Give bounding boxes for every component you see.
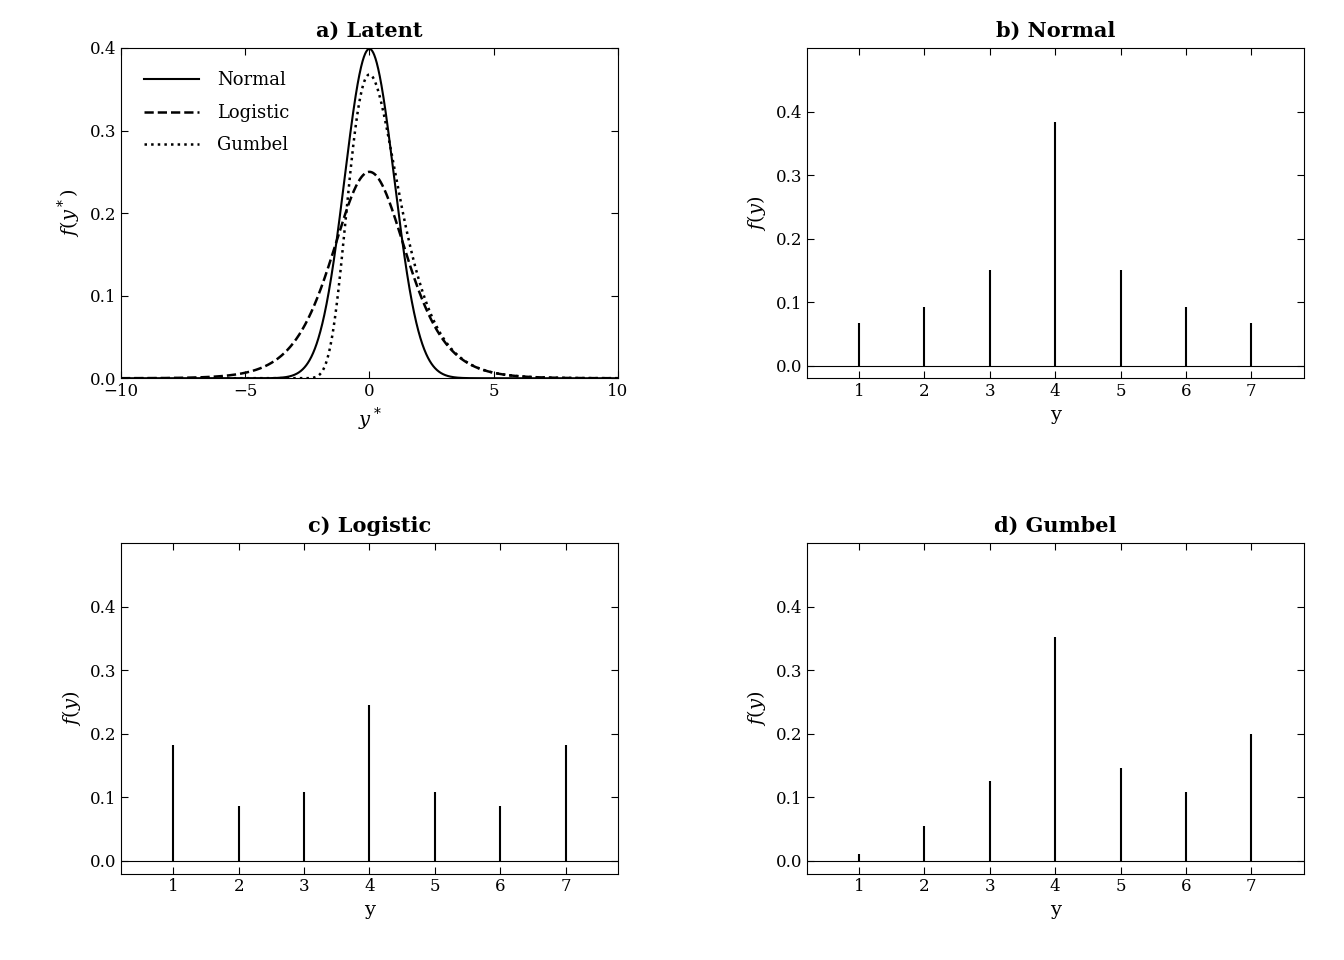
Gumbel: [113, 372, 129, 384]
Title: d) Gumbel: d) Gumbel: [995, 516, 1117, 537]
Y-axis label: $f(y^*)$: $f(y^*)$: [55, 189, 82, 237]
Logistic: [504, 370, 520, 381]
Line: Normal: Normal: [121, 49, 618, 378]
X-axis label: y: y: [1050, 406, 1060, 423]
Logistic: [138, 372, 155, 384]
Normal: [504, 372, 520, 384]
Logistic: [610, 372, 626, 384]
Normal: [362, 43, 378, 55]
Logistic: [362, 166, 378, 178]
Normal: [595, 372, 612, 384]
Gumbel: [355, 82, 371, 93]
Logistic: [341, 196, 358, 207]
Gumbel: [610, 372, 626, 384]
Title: b) Normal: b) Normal: [996, 21, 1116, 41]
Gumbel: [341, 176, 358, 187]
X-axis label: $y^*$: $y^*$: [358, 406, 382, 433]
X-axis label: y: y: [1050, 901, 1060, 919]
Normal: [610, 372, 626, 384]
Normal: [113, 372, 129, 384]
Gumbel: [362, 69, 378, 81]
Logistic: [595, 372, 612, 384]
Line: Gumbel: Gumbel: [121, 75, 618, 378]
Y-axis label: $f(y)$: $f(y)$: [59, 691, 82, 726]
Normal: [355, 56, 371, 67]
Normal: [341, 134, 358, 146]
Gumbel: [595, 372, 612, 384]
Gumbel: [504, 370, 520, 381]
Gumbel: [595, 372, 612, 384]
Logistic: [355, 170, 371, 181]
Title: c) Logistic: c) Logistic: [308, 516, 431, 537]
Y-axis label: $f(y)$: $f(y)$: [746, 691, 769, 726]
Normal: [595, 372, 612, 384]
Legend: Normal, Logistic, Gumbel: Normal, Logistic, Gumbel: [130, 57, 304, 169]
X-axis label: y: y: [364, 901, 375, 919]
Logistic: [595, 372, 612, 384]
Normal: [138, 372, 155, 384]
Gumbel: [138, 372, 155, 384]
Y-axis label: $f(y)$: $f(y)$: [746, 196, 769, 230]
Title: a) Latent: a) Latent: [316, 21, 422, 41]
Line: Logistic: Logistic: [121, 172, 618, 378]
Logistic: [113, 372, 129, 384]
